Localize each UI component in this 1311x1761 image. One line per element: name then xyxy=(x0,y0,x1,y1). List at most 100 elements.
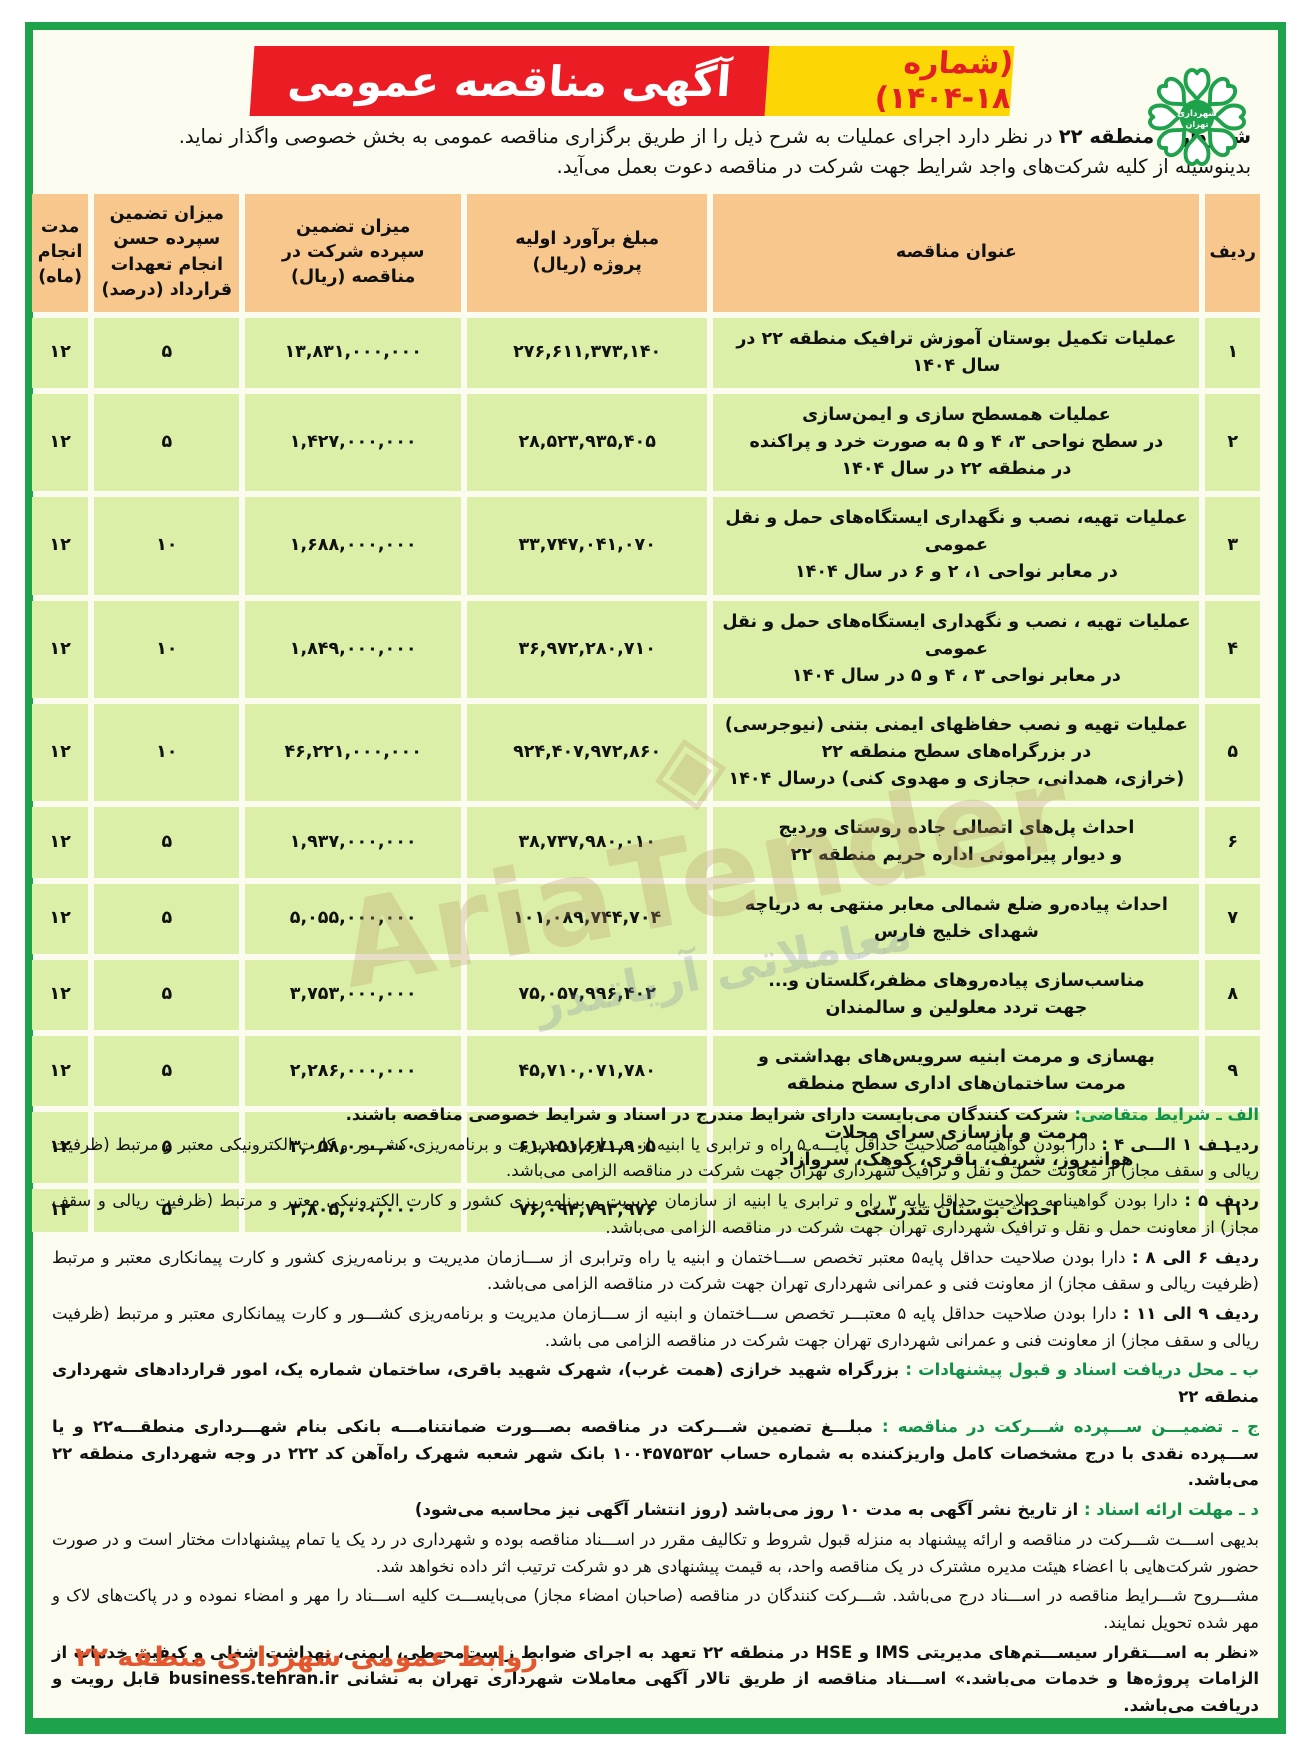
conditions-list: الف ـ شرایط متقاضی: شرکت کنندگان می‌بایس… xyxy=(52,1102,1259,1723)
condition-label: ردیـــف ۱ الـــی ۴ : xyxy=(1101,1134,1260,1154)
col-header-estimate: مبلغ برآورد اولیه پروژه (ریال) xyxy=(466,194,708,312)
condition-text: از تاریخ نشر آگهی به مدت ۱۰ روز می‌باشد … xyxy=(414,1500,1084,1520)
condition-paragraph: «نظر به اســـتقرار سیســـتم‌های مدیریتی … xyxy=(52,1640,1259,1720)
tender-table-body: ۱ عملیات تکمیل بوستان آموزش ترافیک منطقه… xyxy=(32,317,1260,1232)
cell-row-no: ۶ xyxy=(1205,807,1260,878)
cell-row-no: ۱۱ xyxy=(1205,1188,1260,1232)
condition-paragraph: ب ـ محل دریافت اسناد و قبول پیشنهادات : … xyxy=(52,1357,1259,1410)
cell-months: ۱۲ xyxy=(32,1036,89,1107)
table-row: ۳ عملیات تهیه، نصب و نگهداری ایستگاه‌های… xyxy=(32,497,1260,595)
cell-deposit: ۴۶,۲۲۱,۰۰۰,۰۰۰ xyxy=(245,703,461,802)
cell-months: ۱۲ xyxy=(32,959,89,1030)
cell-title: عملیات تکمیل بوستان آموزش ترافیک منطقه ۲… xyxy=(713,317,1200,388)
cell-deposit: ۳,۰۵۸,۰۰۰,۰۰۰ xyxy=(245,1112,461,1183)
col-header-percent: میزان تضمین سپرده حسن انجام تعهدات قرارد… xyxy=(94,194,240,312)
cell-deposit: ۱,۶۸۸,۰۰۰,۰۰۰ xyxy=(245,497,461,595)
cell-percent: ۵ xyxy=(94,1112,240,1183)
cell-months: ۱۲ xyxy=(32,497,89,595)
header-banner: (شماره ۱۸-۱۴۰۴) آگهی مناقصه عمومی xyxy=(249,46,1015,116)
cell-row-no: ۲ xyxy=(1205,393,1260,492)
condition-paragraph: الف ـ شرایط متقاضی: شرکت کنندگان می‌بایس… xyxy=(52,1102,1259,1129)
public-relations-signature: روابط عمومی شهرداری منطقه ۲۲ xyxy=(75,1642,539,1673)
condition-text: دارا بودن صلاحیت حداقل پایه۵ معتبر تخصص … xyxy=(52,1247,1259,1294)
table-row: ۱ عملیات تکمیل بوستان آموزش ترافیک منطقه… xyxy=(32,317,1260,388)
cell-title: عملیات تهیه و نصب حفاظهای ایمنی بتنی (نی… xyxy=(713,703,1200,802)
cell-months: ۱۲ xyxy=(32,883,89,954)
condition-text: دارا بودن صلاحیت حداقل پایه ۵ معتبـــر ت… xyxy=(52,1304,1259,1350)
condition-text: شرکت کنندگان می‌بایست دارای شرایط مندرج … xyxy=(345,1105,1075,1124)
cell-deposit: ۱,۹۳۷,۰۰۰,۰۰۰ xyxy=(245,807,461,878)
cell-deposit: ۱,۴۲۷,۰۰۰,۰۰۰ xyxy=(245,393,461,492)
table-row: ۱۰ مرمت و بازسازی سرای محلات هوانیروز، ش… xyxy=(32,1112,1260,1183)
tender-table: ردیف عنوان مناقصه مبلغ برآورد اولیه پروژ… xyxy=(26,188,1266,1238)
cell-percent: ۵ xyxy=(94,807,240,878)
condition-paragraph: د ـ مهلت ارائه اسناد : از تاریخ نشر آگهی… xyxy=(52,1497,1259,1524)
condition-label: الف ـ شرایط متقاضی: xyxy=(1074,1105,1259,1124)
intro-paragraph: شهرداری منطقه ۲۲ در نظر دارد اجرای عملیا… xyxy=(60,122,1251,182)
cell-months: ۱۲ xyxy=(32,807,89,878)
condition-text: دارا بودن گواهینامه صلاحیت حداقل پایـــه… xyxy=(52,1134,1259,1181)
cell-deposit: ۲,۲۸۶,۰۰۰,۰۰۰ xyxy=(245,1036,461,1107)
tender-number-badge: (شماره ۱۸-۱۴۰۴) xyxy=(764,46,1015,116)
cell-estimate: ۱۰۱,۰۸۹,۷۴۴,۷۰۴ xyxy=(466,883,708,954)
cell-percent: ۱۰ xyxy=(94,703,240,802)
page-title: آگهی مناقصه عمومی xyxy=(249,46,770,116)
cell-deposit: ۳,۷۵۳,۰۰۰,۰۰۰ xyxy=(245,959,461,1030)
cell-percent: ۱۰ xyxy=(94,600,240,698)
cell-percent: ۵ xyxy=(94,1188,240,1232)
table-row: ۹ بهسازی و مرمت ابنیه سرویس‌های بهداشتی … xyxy=(32,1036,1260,1107)
cell-estimate: ۷۵,۰۵۷,۹۹۶,۴۰۲ xyxy=(466,959,708,1030)
logo-center-text-2: تهران xyxy=(1186,120,1209,130)
cell-estimate: ۲۷۶,۶۱۱,۳۷۳,۱۴۰ xyxy=(466,317,708,388)
table-row: ۶ احداث پل‌های اتصالی جاده روستای وردیج … xyxy=(32,807,1260,878)
intro-line-1-rest: در نظر دارد اجرای عملیات به شرح ذیل را ا… xyxy=(178,125,1059,148)
tender-table-header: ردیف عنوان مناقصه مبلغ برآورد اولیه پروژ… xyxy=(32,194,1260,312)
cell-row-no: ۴ xyxy=(1205,600,1260,698)
cell-row-no: ۱۰ xyxy=(1205,1112,1260,1183)
table-row: ۱۱ احداث بوستان تندرستی ۷۶,۰۹۴,۷۹۳,۹۷۶ ۳… xyxy=(32,1188,1260,1232)
condition-text: بزرگراه شهید خرازی (همت غرب)، شهرک شهید … xyxy=(52,1360,1259,1407)
cell-deposit: ۱۳,۸۳۱,۰۰۰,۰۰۰ xyxy=(245,317,461,388)
col-header-title: عنوان مناقصه xyxy=(713,194,1200,312)
cell-row-no: ۳ xyxy=(1205,497,1260,595)
cell-estimate: ۷۶,۰۹۴,۷۹۳,۹۷۶ xyxy=(466,1188,708,1232)
cell-estimate: ۹۲۴,۴۰۷,۹۷۲,۸۶۰ xyxy=(466,703,708,802)
cell-row-no: ۷ xyxy=(1205,883,1260,954)
condition-paragraph: ردیف ۵ : دارا بودن گواهینامه صلاحیت حداق… xyxy=(52,1188,1259,1241)
condition-text: بدیهی اســـت شـــرکت در مناقصه و ارائه پ… xyxy=(52,1529,1259,1576)
cell-title: عملیات تهیه، نصب و نگهداری ایستگاه‌های ح… xyxy=(713,497,1200,595)
intro-line-1: شهرداری منطقه ۲۲ در نظر دارد اجرای عملیا… xyxy=(60,122,1251,152)
cell-percent: ۵ xyxy=(94,883,240,954)
col-header-months: مدت انجام (ماه) xyxy=(32,194,89,312)
col-header-deposit: میزان تضمین سپرده شرکت در مناقصه (ریال) xyxy=(245,194,461,312)
table-row: ۸ مناسب‌سازی پیاده‌روهای مظفر،گلستان و..… xyxy=(32,959,1260,1030)
table-row: ۵ عملیات تهیه و نصب حفاظهای ایمنی بتنی (… xyxy=(32,703,1260,802)
condition-label: ردیف ۶ الی ۸ : xyxy=(1131,1247,1259,1267)
condition-paragraph: ج ـ تضمیـــن ســـپرده شـــرکت در مناقصه … xyxy=(52,1414,1259,1494)
cell-title: عملیات همسطح سازی و ایمن‌سازی در سطح نوا… xyxy=(713,393,1200,492)
table-row: ۴ عملیات تهیه ، نصب و نگهداری ایستگاه‌ها… xyxy=(32,600,1260,698)
cell-title: عملیات تهیه ، نصب و نگهداری ایستگاه‌های … xyxy=(713,600,1200,698)
condition-label: ج ـ تضمیـــن ســـپرده شـــرکت در مناقصه … xyxy=(881,1416,1259,1436)
cell-deposit: ۱,۸۴۹,۰۰۰,۰۰۰ xyxy=(245,600,461,698)
cell-percent: ۵ xyxy=(94,1036,240,1107)
cell-deposit: ۵,۰۵۵,۰۰۰,۰۰۰ xyxy=(245,883,461,954)
cell-estimate: ۳۳,۷۴۷,۰۴۱,۰۷۰ xyxy=(466,497,708,595)
condition-paragraph: ردیف ۶ الی ۸ : دارا بودن صلاحیت حداقل پا… xyxy=(52,1245,1259,1298)
logo-center-text-1: شهرداری xyxy=(1177,109,1217,119)
cell-estimate: ۳۶,۹۷۲,۲۸۰,۷۱۰ xyxy=(466,600,708,698)
condition-paragraph: ردیف ۹ الی ۱۱ : دارا بودن صلاحیت حداقل پ… xyxy=(52,1301,1259,1354)
cell-row-no: ۱ xyxy=(1205,317,1260,388)
cell-row-no: ۸ xyxy=(1205,959,1260,1030)
cell-months: ۱۲ xyxy=(32,393,89,492)
cell-estimate: ۳۸,۷۳۷,۹۸۰,۰۱۰ xyxy=(466,807,708,878)
table-row: ۷ احداث پیاده‌رو ضلع شمالی معابر منتهی ب… xyxy=(32,883,1260,954)
condition-label: د ـ مهلت ارائه اسناد : xyxy=(1083,1500,1259,1520)
condition-text: دارا بودن گواهینامه صلاحیت حداقل پایه ۳ … xyxy=(52,1191,1259,1237)
cell-estimate: ۶۱,۱۵۱,۶۷۱,۹۰۵ xyxy=(466,1112,708,1183)
tehran-municipality-logo-icon: شهرداری تهران xyxy=(1128,48,1266,186)
condition-label: ب ـ محل دریافت اسناد و قبول پیشنهادات : xyxy=(905,1360,1259,1380)
cell-title: مرمت و بازسازی سرای محلات هوانیروز، شریف… xyxy=(713,1112,1200,1183)
cell-months: ۱۲ xyxy=(32,1188,89,1232)
